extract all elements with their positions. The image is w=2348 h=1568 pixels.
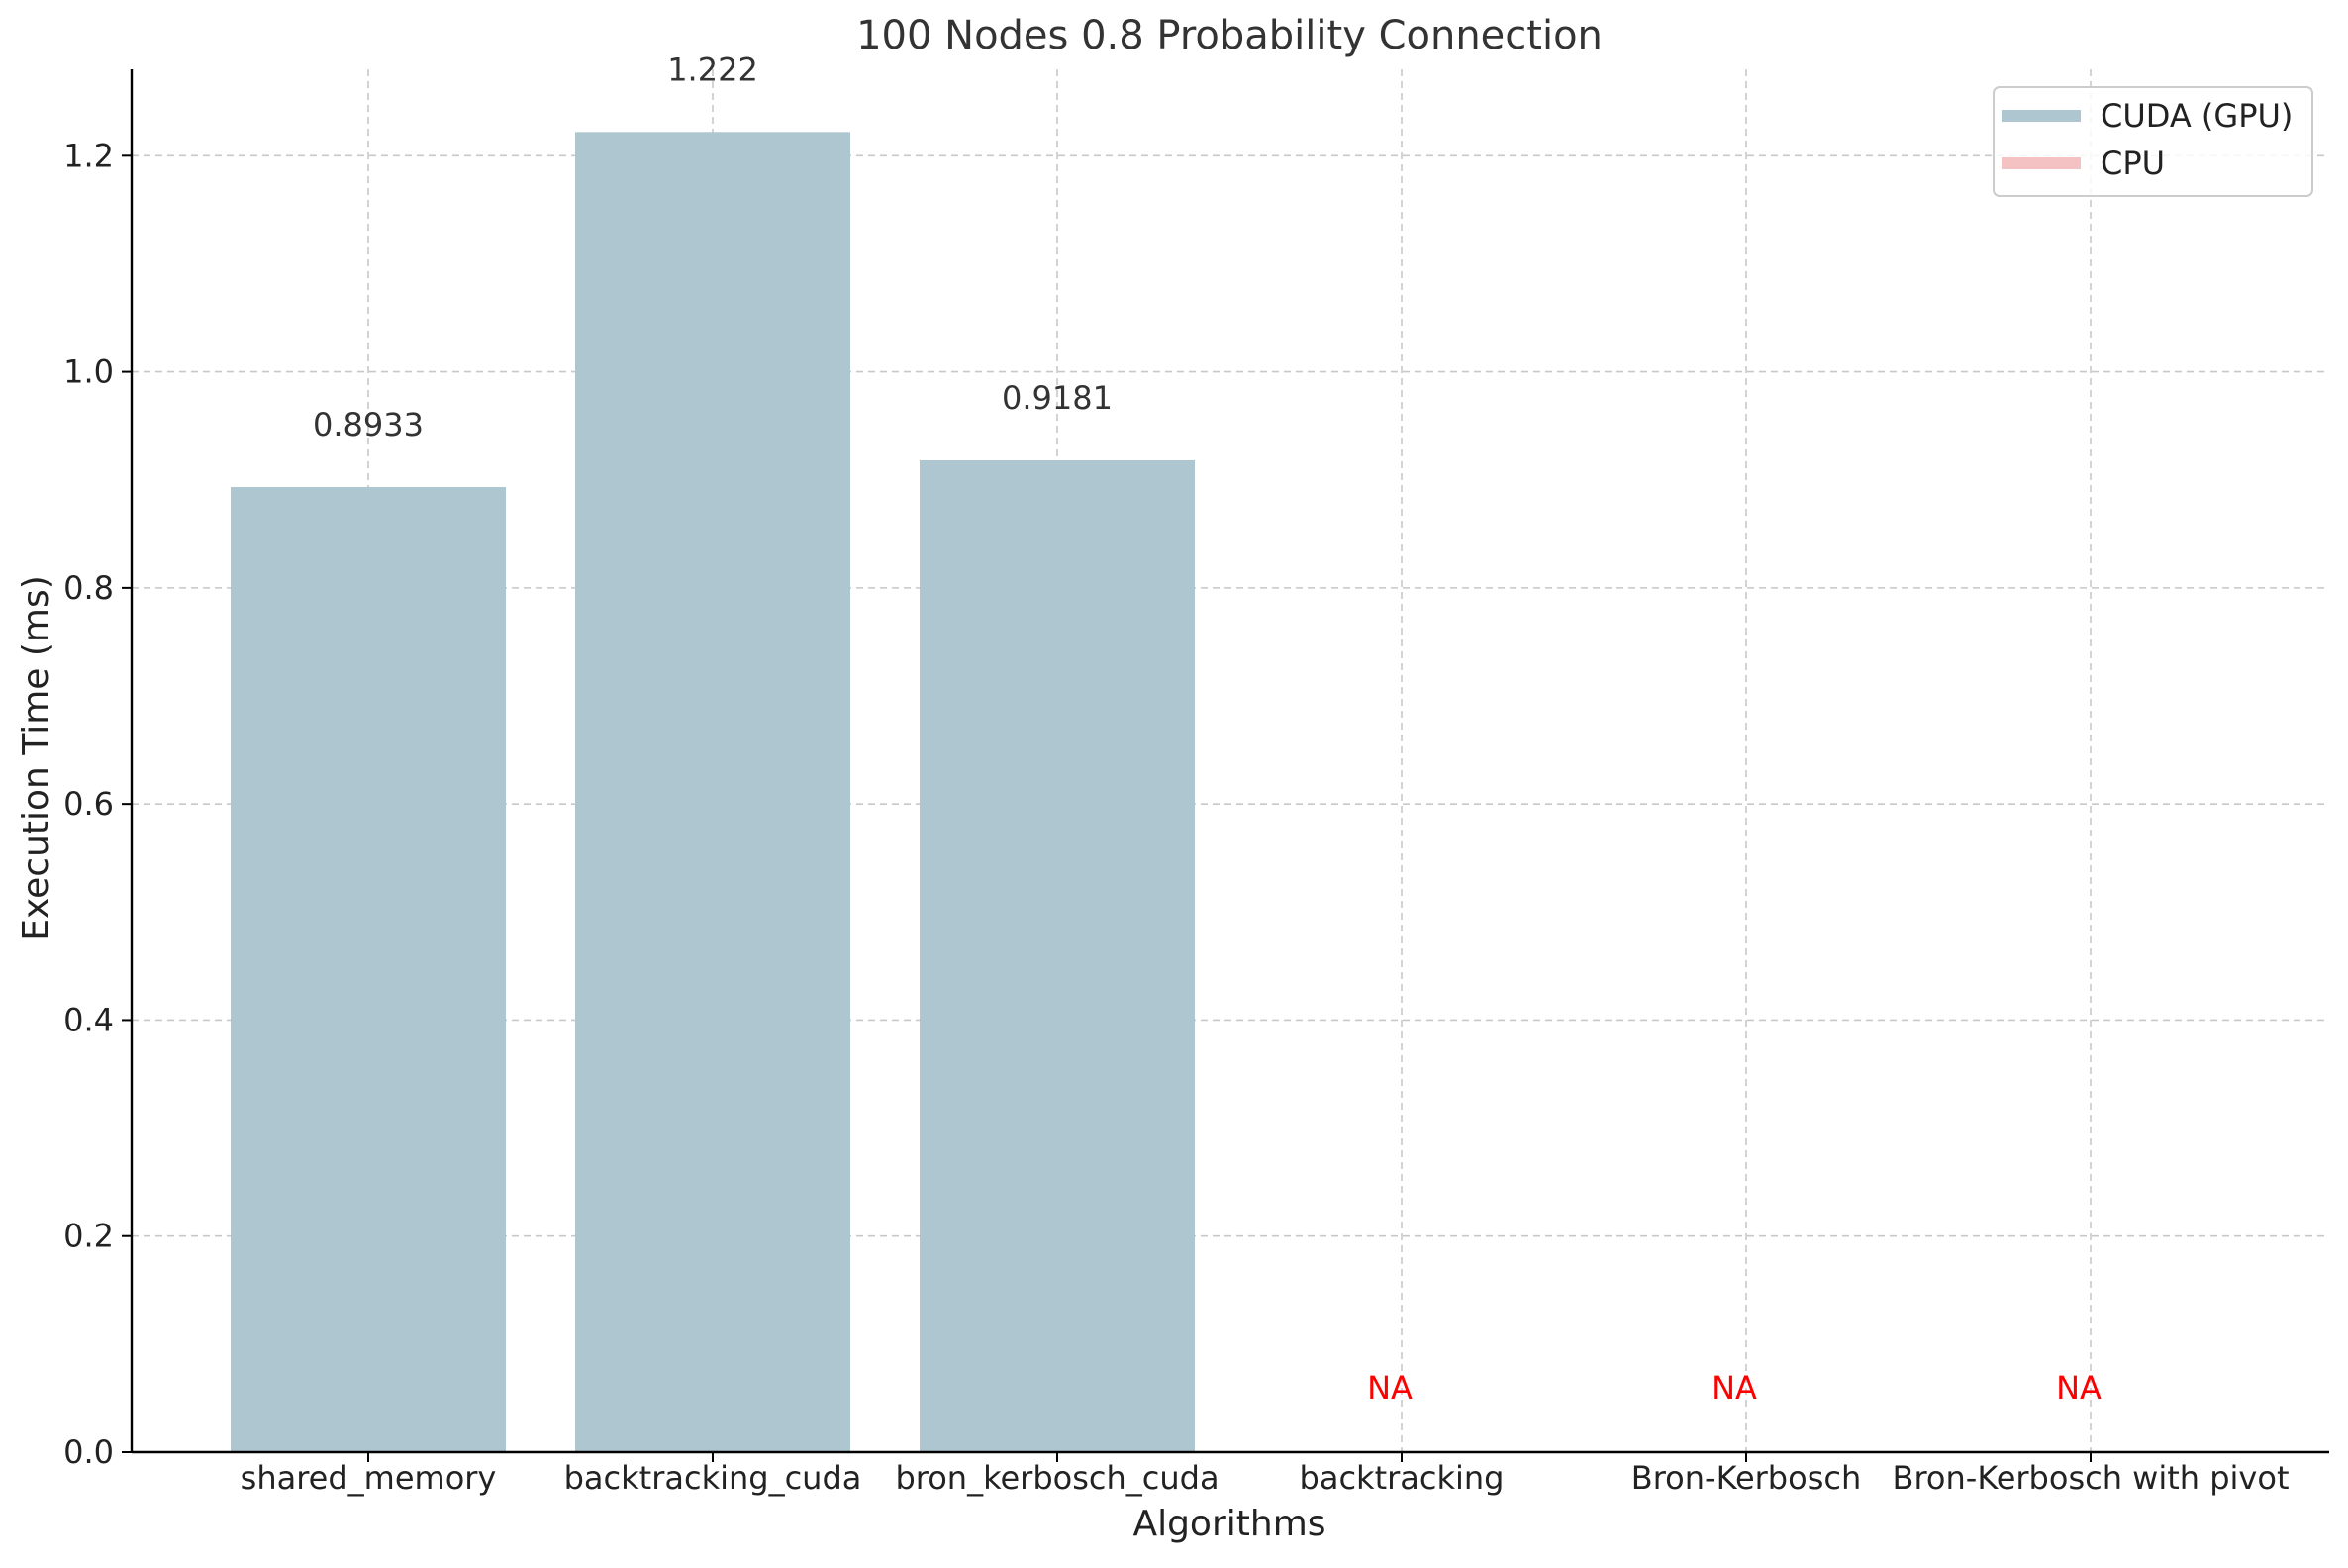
legend-swatch-cpu bbox=[2002, 157, 2081, 169]
axes: 0.0 0.2 0.4 0.6 0.8 1.0 1.2 shared_memory backtr… bbox=[63, 69, 2329, 1497]
bar-value-label: 1.222 bbox=[667, 50, 758, 88]
bar-value-label: 0.9181 bbox=[1002, 379, 1113, 417]
na-label: NA bbox=[2056, 1369, 2102, 1407]
legend-label-cpu: CPU bbox=[2101, 145, 2165, 182]
bar-value-label: 0.8933 bbox=[313, 406, 424, 443]
chart-title: 100 Nodes 0.8 Probability Connection bbox=[856, 13, 1603, 58]
y-tick-label: 0.8 bbox=[63, 569, 114, 607]
y-axis-label: Execution Time (ms) bbox=[16, 575, 56, 941]
bars bbox=[231, 132, 1195, 1453]
legend-swatch-cuda bbox=[2002, 110, 2081, 122]
y-tick-label: 0.2 bbox=[63, 1218, 114, 1255]
na-label: NA bbox=[1712, 1369, 1757, 1407]
y-tick-label: 1.0 bbox=[63, 353, 114, 391]
bar bbox=[920, 459, 1195, 1452]
x-tick-label: Bron-Kerbosch bbox=[1631, 1459, 1861, 1497]
y-tick-label: 1.2 bbox=[63, 137, 114, 174]
legend: CUDA (GPU) CPU bbox=[1993, 86, 2313, 197]
x-tick-label: bron_kerbosch_cuda bbox=[895, 1459, 1219, 1497]
bar bbox=[575, 132, 850, 1453]
legend-label-cuda: CUDA (GPU) bbox=[2101, 97, 2293, 135]
x-axis-label: Algorithms bbox=[1132, 1504, 1325, 1544]
x-tick-label: backtracking bbox=[1300, 1459, 1505, 1497]
na-label: NA bbox=[1367, 1369, 1413, 1407]
x-tick-label: Bron-Kerbosch with pivot bbox=[1893, 1459, 2290, 1497]
y-tick-label: 0.6 bbox=[63, 785, 114, 823]
bar bbox=[231, 487, 506, 1453]
x-tick-label: shared_memory bbox=[241, 1459, 497, 1497]
x-tick-label: backtracking_cuda bbox=[564, 1459, 862, 1497]
y-tick-label: 0.0 bbox=[63, 1433, 114, 1471]
y-tick-label: 0.4 bbox=[63, 1001, 114, 1038]
data-labels: 0.8933 1.222 0.9181 NA NA NA bbox=[313, 50, 2102, 1407]
